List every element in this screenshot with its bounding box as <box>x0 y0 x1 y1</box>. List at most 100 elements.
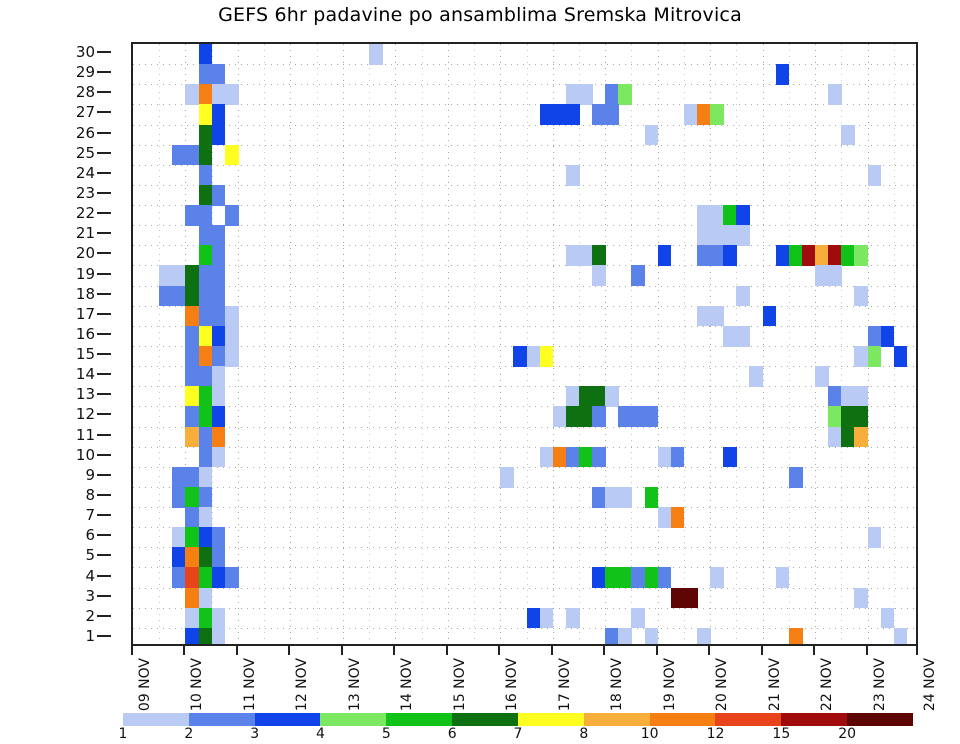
heatmap-cell <box>198 386 213 407</box>
colorbar-tick-label: 5 <box>381 726 391 742</box>
heatmap-cell <box>670 507 685 528</box>
y-axis-tick-label: 20 <box>75 244 95 263</box>
heatmap-cell <box>788 245 803 267</box>
colorbar-segment <box>320 713 387 726</box>
y-axis-tick-mark <box>97 614 111 617</box>
heatmap-cell <box>644 567 659 589</box>
heatmap-cell <box>539 607 554 629</box>
heatmap-cell <box>198 144 213 166</box>
y-axis-tick-mark <box>97 453 111 456</box>
heatmap-cell <box>867 164 882 186</box>
heatmap-cell <box>775 245 790 267</box>
colorbar-tick-label: 20 <box>838 726 857 742</box>
heatmap-cell <box>893 346 908 367</box>
x-axis-tick-mark <box>760 646 763 655</box>
gridline-horizontal <box>133 466 916 468</box>
page-title: GEFS 6hr padavine po ansamblima Sremska … <box>218 4 742 26</box>
y-axis-tick-mark <box>97 393 111 396</box>
y-axis-tick-mark <box>97 51 111 54</box>
heatmap-cell <box>565 386 580 407</box>
heatmap-cell <box>185 325 200 347</box>
heatmap-cell <box>697 305 711 327</box>
gridline-vertical <box>710 44 712 644</box>
heatmap-cell <box>775 567 790 589</box>
gridline-horizontal <box>133 426 916 428</box>
heatmap-cell <box>211 225 226 246</box>
x-axis-tick-mark <box>131 646 133 655</box>
x-axis-tick-mark <box>655 646 658 655</box>
heatmap-cell <box>185 305 200 327</box>
heatmap-cell <box>592 265 606 287</box>
heatmap-cell <box>854 245 869 267</box>
heatmap-cell <box>815 265 829 287</box>
gridline-horizontal <box>133 305 916 307</box>
heatmap-cell <box>854 426 869 448</box>
heatmap-cell <box>828 406 842 428</box>
gridline-horizontal <box>133 205 916 207</box>
heatmap-cell <box>198 205 213 226</box>
heatmap-cell <box>172 285 187 307</box>
heatmap-cell <box>592 446 606 468</box>
y-axis-tick-label: 30 <box>75 43 95 62</box>
heatmap-cell <box>185 205 200 226</box>
heatmap-cell <box>185 607 200 629</box>
colorbar-segment <box>649 713 716 726</box>
heatmap-cell <box>697 104 711 126</box>
y-axis-tick-label: 10 <box>75 445 95 464</box>
gridline-horizontal <box>133 627 916 629</box>
x-axis: 09 NOV 10 NOV 11 NOV 12 NOV 13 NOV 14 NOV 15 N… <box>131 646 938 742</box>
y-axis-tick-label: 9 <box>85 465 95 484</box>
heatmap-cell <box>854 406 869 428</box>
heatmap-cell <box>683 587 698 609</box>
heatmap-cell <box>185 547 200 569</box>
gridline-vertical <box>657 44 659 644</box>
heatmap-cell <box>618 627 633 644</box>
y-axis-tick-label: 4 <box>85 566 95 585</box>
heatmap-cell <box>854 587 869 609</box>
heatmap-cell <box>198 305 213 327</box>
heatmap-cell <box>185 507 200 528</box>
gridline-horizontal <box>133 567 916 569</box>
heatmap-cell <box>605 567 619 589</box>
heatmap-cell <box>644 486 659 508</box>
heatmap-cell <box>775 64 790 85</box>
y-axis-tick-mark <box>97 131 111 134</box>
x-axis-tick-mark <box>916 646 918 655</box>
y-axis-tick-label: 15 <box>75 345 95 364</box>
colorbar-tick-label: 15 <box>772 726 791 742</box>
y-axis-tick-label: 5 <box>85 546 95 565</box>
y-axis-tick-label: 2 <box>85 606 95 625</box>
x-axis-tick-label: 23 NOV <box>871 658 888 712</box>
heatmap-cell <box>185 627 200 644</box>
plot-area <box>131 42 918 646</box>
gridline-horizontal <box>133 507 916 509</box>
heatmap-cell <box>211 386 226 407</box>
x-axis-tick-mark <box>445 646 448 655</box>
heatmap-cell <box>539 446 554 468</box>
heatmap-cell <box>749 366 764 387</box>
heatmap-cell <box>211 527 226 548</box>
y-axis-tick-mark <box>97 473 111 476</box>
y-axis-tick-mark <box>97 433 111 436</box>
heatmap-cell <box>710 104 724 126</box>
heatmap-cell <box>539 346 554 367</box>
heatmap-cell <box>644 406 659 428</box>
x-axis-tick-label: 12 NOV <box>294 658 311 712</box>
gridline-horizontal <box>133 144 916 146</box>
heatmap-cell <box>211 84 226 105</box>
heatmap-cell <box>854 386 869 407</box>
heatmap-cell <box>578 386 593 407</box>
heatmap-cell <box>185 285 200 307</box>
x-axis-tick-label: 19 NOV <box>661 658 678 712</box>
heatmap-cell <box>211 346 226 367</box>
heatmap-cell <box>644 627 659 644</box>
heatmap-cell <box>198 225 213 246</box>
x-axis-tick-label: 13 NOV <box>346 658 363 712</box>
gridline-horizontal <box>133 527 916 529</box>
x-axis-tick-label: 20 NOV <box>714 658 731 712</box>
x-axis-tick-label: 21 NOV <box>766 658 783 712</box>
y-axis-tick-label: 3 <box>85 586 95 605</box>
heatmap-cell <box>710 245 724 267</box>
y-axis-tick-mark <box>97 111 111 114</box>
x-axis-tick-mark <box>550 646 553 655</box>
